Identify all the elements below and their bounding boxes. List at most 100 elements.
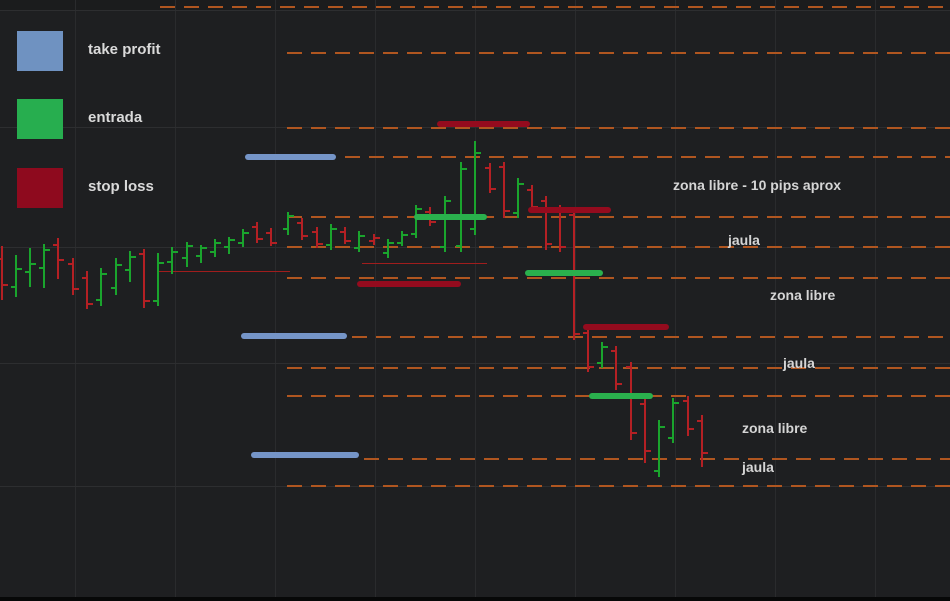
take-profit-label: take profit [88,41,161,58]
dashed-level-line[interactable] [287,246,950,248]
ohlc-close-tick [346,240,351,242]
chart-text-label[interactable]: zona libre - 10 pips aprox [673,177,842,193]
ohlc-close-tick [102,273,107,275]
dashed-level-line[interactable] [287,277,950,279]
ohlc-bar [559,205,561,252]
ohlc-close-tick [632,432,637,434]
ohlc-bar [242,229,244,247]
dashed-level-line[interactable] [160,6,950,8]
vertical-gridline [575,0,576,597]
ohlc-open-tick [96,299,101,301]
ohlc-open-tick [210,251,215,253]
ohlc-bar [672,398,674,443]
ohlc-bar [401,231,403,246]
entrada-zone[interactable] [414,214,487,220]
entrada-zone[interactable] [525,270,603,276]
ohlc-bar [630,362,632,440]
ohlc-bar [658,420,660,477]
dashed-level-line[interactable] [364,458,950,460]
dashed-level-line[interactable] [287,127,950,129]
ohlc-bar [57,238,59,279]
ohlc-close-tick [31,263,36,265]
ohlc-close-tick [505,210,510,212]
thin-red-line[interactable] [362,263,487,264]
ohlc-bar [15,255,17,297]
ohlc-open-tick [283,228,288,230]
ohlc-bar [301,218,303,240]
ohlc-open-tick [583,332,588,334]
ohlc-bar [415,205,417,238]
take-profit-zone[interactable] [251,452,359,458]
ohlc-bar [171,247,173,274]
take-profit-zone[interactable] [245,154,336,160]
dashed-level-line[interactable] [287,485,950,487]
ohlc-open-tick [440,246,445,248]
ohlc-close-tick [272,242,277,244]
ohlc-close-tick [589,366,594,368]
ohlc-bar [72,258,74,295]
ohlc-open-tick [425,211,430,213]
vertical-gridline [175,0,176,597]
take-profit-swatch[interactable] [17,31,63,71]
ohlc-bar [687,396,689,436]
ohlc-close-tick [491,188,496,190]
ohlc-close-tick [74,288,79,290]
dashed-level-line[interactable] [287,216,950,218]
ohlc-bar [587,328,589,372]
thin-red-line[interactable] [158,271,290,272]
stop-loss-zone[interactable] [583,324,669,330]
stop-loss-zone[interactable] [528,207,611,213]
ohlc-close-tick [318,243,323,245]
ohlc-close-tick [303,235,308,237]
ohlc-close-tick [660,426,665,428]
stop-loss-swatch[interactable] [17,168,63,208]
entrada-swatch[interactable] [17,99,63,139]
stop-loss-label: stop loss [88,178,154,195]
chart-bottom-strip [0,597,950,601]
ohlc-open-tick [139,253,144,255]
take-profit-zone[interactable] [241,333,347,339]
ohlc-close-tick [519,183,524,185]
chart-text-label[interactable]: zona libre [770,287,836,303]
ohlc-open-tick [167,261,172,263]
dashed-level-line[interactable] [287,52,950,54]
ohlc-close-tick [173,251,178,253]
chart-text-label[interactable]: zona libre [742,420,808,436]
dashed-level-line[interactable] [345,156,950,158]
ohlc-open-tick [68,263,73,265]
ohlc-bar [100,268,102,306]
chart-text-label[interactable]: jaula [728,232,760,248]
ohlc-close-tick [389,242,394,244]
vertical-gridline [675,0,676,597]
chart-text-label[interactable]: jaula [783,355,815,371]
ohlc-close-tick [159,262,164,264]
ohlc-close-tick [145,300,150,302]
ohlc-bar [86,271,88,309]
ohlc-close-tick [462,168,467,170]
ohlc-bar [43,244,45,288]
ohlc-open-tick [252,226,257,228]
stop-loss-zone[interactable] [437,121,530,127]
ohlc-open-tick [224,246,229,248]
dashed-level-line[interactable] [287,367,950,369]
ohlc-open-tick [456,245,461,247]
ohlc-open-tick [82,277,87,279]
ohlc-close-tick [360,235,365,237]
ohlc-open-tick [11,286,16,288]
vertical-gridline [375,0,376,597]
ohlc-open-tick [668,437,673,439]
dashed-level-line[interactable] [352,336,950,338]
chart-text-label[interactable]: jaula [742,459,774,475]
ohlc-close-tick [59,259,64,261]
ohlc-open-tick [597,362,602,364]
ohlc-close-tick [617,383,622,385]
ohlc-open-tick [340,231,345,233]
ohlc-open-tick [397,242,402,244]
entrada-zone[interactable] [589,393,653,399]
ohlc-open-tick [25,271,30,273]
horizontal-gridline [0,10,950,11]
stop-loss-zone[interactable] [357,281,461,287]
ohlc-bar [115,258,117,295]
ohlc-open-tick [640,403,645,405]
